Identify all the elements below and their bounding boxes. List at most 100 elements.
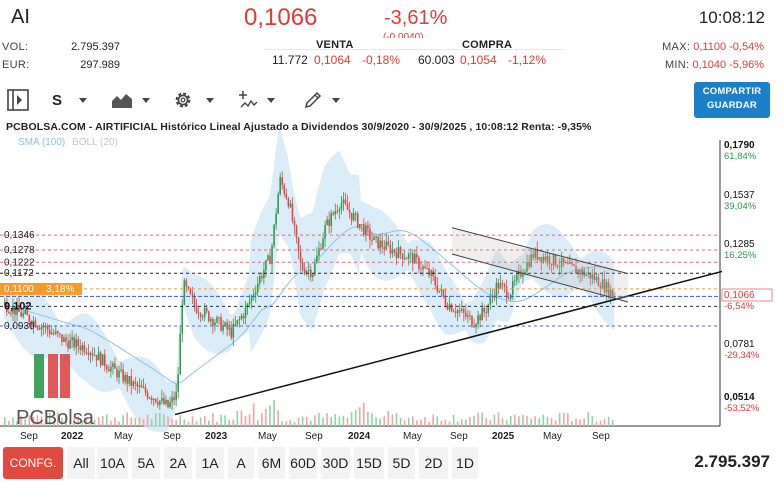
volume-bar — [587, 412, 590, 426]
candle-body — [430, 270, 432, 276]
settings-button[interactable] — [172, 88, 214, 112]
volume-bar — [183, 419, 186, 426]
candle-body — [324, 224, 326, 239]
candle-body — [514, 280, 516, 282]
candle-body — [81, 345, 84, 351]
range-button-10a[interactable]: 10A — [97, 447, 128, 479]
trendline-support — [174, 270, 723, 416]
range-button-2a[interactable]: 2A — [164, 447, 192, 479]
candle-body — [297, 237, 300, 252]
buy-header: COMPRA — [462, 39, 513, 51]
candle-body — [412, 253, 414, 264]
candle-body — [460, 309, 463, 311]
sell-price: 0,1064 — [314, 53, 351, 67]
volume-bar — [326, 413, 328, 426]
panel-toggle-button[interactable] — [6, 88, 30, 112]
max-value: 0,1100 -0,54% — [693, 41, 764, 53]
candle-body — [14, 306, 16, 315]
candle-body — [273, 224, 275, 246]
candle-body — [240, 315, 243, 319]
volume-bar — [97, 417, 100, 426]
candle-body — [530, 254, 532, 267]
chevron-down-icon — [206, 97, 214, 103]
volume-bar — [599, 420, 602, 426]
range-button-6m[interactable]: 6M — [258, 447, 285, 479]
range-button-1d[interactable]: 1D — [452, 447, 478, 479]
range-button-60d[interactable]: 60D — [289, 447, 317, 479]
config-button[interactable]: CONFG. — [3, 447, 63, 479]
candle-body — [316, 255, 318, 263]
share-save-button[interactable]: COMPARTIR GUARDAR — [694, 82, 770, 118]
candle-body — [426, 268, 428, 270]
volume-bar — [310, 420, 312, 426]
range-button-a[interactable]: A — [228, 447, 254, 479]
candle-body — [112, 363, 114, 367]
max-label: MAX: — [662, 41, 691, 53]
candle-body — [585, 274, 587, 276]
candle-body — [228, 327, 230, 330]
time-tick-label: Sep — [20, 431, 38, 442]
price-chart[interactable]: 0,1346 0,1278 0,1222 0,1172 0,1100 3,18% 0,102… — [0, 118, 784, 444]
watermark-text: PCBolsa — [16, 407, 95, 429]
candle-body — [556, 265, 559, 268]
pct-tick-label: -53,52% — [724, 403, 760, 414]
candle-body — [342, 199, 345, 204]
level-label: 0,1172 — [4, 268, 34, 279]
volume-bar — [550, 418, 553, 426]
candle-body — [40, 326, 43, 330]
volume-bar — [44, 420, 47, 426]
candle-body — [83, 345, 86, 353]
range-button-1a[interactable]: 1A — [196, 447, 224, 479]
period-selector[interactable]: S — [52, 88, 88, 112]
candle-body — [303, 269, 306, 274]
candle-body — [407, 254, 410, 259]
volume-bar — [440, 420, 443, 426]
candle-body — [230, 327, 233, 338]
range-button-5a[interactable]: 5A — [132, 447, 160, 479]
range-button-5d[interactable]: 5D — [388, 447, 415, 479]
legend-sma[interactable]: SMA (100) — [18, 137, 66, 148]
range-button-15d[interactable]: 15D — [354, 447, 384, 479]
candle-body — [440, 289, 443, 291]
candle-body — [36, 327, 39, 329]
volume-bar — [371, 413, 373, 426]
volume-bar — [538, 418, 541, 426]
candle-body — [8, 311, 10, 314]
candle-body — [263, 270, 265, 279]
time-tick-label: May — [258, 431, 277, 442]
volume-label: VOL: — [2, 41, 29, 53]
volume-bar — [232, 419, 235, 426]
range-button-all[interactable]: All — [67, 447, 95, 479]
candle-body — [573, 264, 575, 266]
chart-type-selector[interactable] — [111, 88, 150, 112]
indicators-button[interactable] — [238, 88, 275, 112]
volume-stat: VOL: 2.795.397 — [2, 41, 120, 53]
candle-body — [181, 304, 184, 334]
candle-body — [106, 366, 108, 370]
volume-bar — [65, 415, 67, 426]
candle-body — [169, 402, 171, 408]
range-button-2d[interactable]: 2D — [419, 447, 448, 479]
candle-body — [165, 400, 167, 404]
volume-bar — [297, 417, 300, 426]
drawing-tools-button[interactable] — [303, 88, 340, 112]
candle-body — [254, 292, 257, 295]
candle-body — [99, 352, 102, 366]
candle-body — [159, 400, 161, 405]
candle-body — [177, 374, 179, 392]
candle-body — [314, 262, 316, 275]
range-bar: CONFG. All 10A 5A 2A 1A A 6M 60D 30D 15D 5D 2D 1D 2.… — [0, 446, 784, 480]
legend-boll[interactable]: BOLL (20) — [72, 137, 118, 148]
candle-body — [171, 397, 173, 403]
candle-body — [124, 374, 126, 382]
candle-body — [10, 313, 12, 315]
candle-body — [34, 320, 37, 328]
candle-body — [434, 276, 437, 286]
candle-body — [477, 315, 479, 325]
volume-bar — [363, 403, 365, 426]
volume-bar — [526, 415, 528, 426]
save-label: GUARDAR — [707, 100, 757, 111]
candle-body — [95, 355, 98, 361]
range-button-30d[interactable]: 30D — [321, 447, 350, 479]
